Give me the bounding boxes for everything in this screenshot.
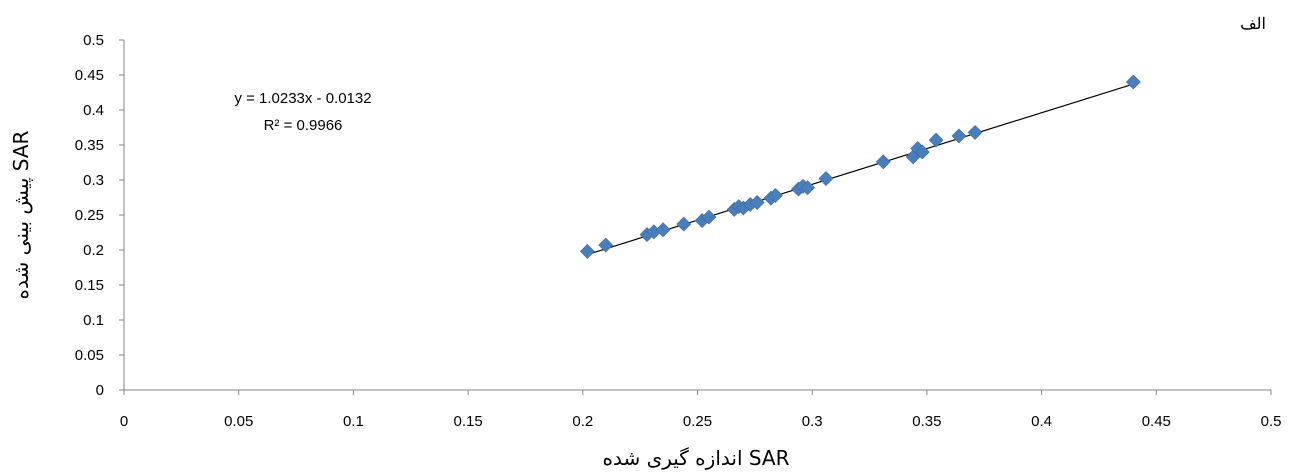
data-points bbox=[579, 74, 1141, 259]
x-tick-label: 0.4 bbox=[1031, 413, 1052, 430]
data-point bbox=[875, 154, 891, 170]
y-tick-label: 0 bbox=[96, 382, 104, 399]
data-point bbox=[655, 222, 671, 238]
data-point bbox=[1125, 74, 1141, 90]
data-point bbox=[749, 194, 765, 210]
y-tick-label: 0.15 bbox=[75, 277, 104, 294]
x-axis-title: اندازه گیری شده SAR bbox=[602, 446, 789, 470]
data-point bbox=[818, 171, 834, 187]
data-point bbox=[598, 237, 614, 253]
y-tick-label: 0.4 bbox=[83, 102, 104, 119]
data-point bbox=[701, 209, 717, 225]
y-tick-label: 0.5 bbox=[83, 32, 104, 49]
x-tick-label: 0.05 bbox=[224, 413, 253, 430]
y-tick-labels: 0 0.05 0.1 0.15 0.2 0.25 0.3 0.35 0.4 0.45 0.5 bbox=[75, 32, 104, 399]
data-point bbox=[800, 180, 816, 196]
y-tick-label: 0.2 bbox=[83, 242, 104, 259]
y-tick-label: 0.25 bbox=[75, 207, 104, 224]
y-tick-label: 0.45 bbox=[75, 67, 104, 84]
y-tick-label: 0.35 bbox=[75, 137, 104, 154]
x-tick-label: 0.5 bbox=[1261, 413, 1282, 430]
data-point bbox=[951, 128, 967, 144]
y-tick-label: 0.1 bbox=[83, 312, 104, 329]
data-point bbox=[768, 187, 783, 203]
data-point bbox=[928, 132, 944, 148]
x-tick-label: 0.3 bbox=[802, 413, 823, 430]
trendline-r-squared: R² = 0.9966 bbox=[264, 117, 343, 134]
x-tick-label: 0 bbox=[120, 413, 128, 430]
data-point bbox=[967, 124, 983, 140]
axes bbox=[119, 39, 1272, 395]
x-tick-label: 0.1 bbox=[343, 413, 364, 430]
y-tick-label: 0.05 bbox=[75, 347, 104, 364]
x-tick-labels: 0 0.05 0.1 0.15 0.2 0.25 0.3 0.35 0.4 0.45 0.5 bbox=[120, 413, 1282, 430]
x-tick-label: 0.45 bbox=[1142, 413, 1171, 430]
data-point bbox=[914, 144, 930, 160]
x-tick-label: 0.25 bbox=[683, 413, 712, 430]
data-point bbox=[579, 243, 595, 259]
trendline-equation: y = 1.0233x - 0.0132 bbox=[234, 90, 371, 107]
y-tick-label: 0.3 bbox=[83, 172, 104, 189]
x-tick-label: 0.15 bbox=[453, 413, 482, 430]
x-tick-label: 0.2 bbox=[572, 413, 593, 430]
y-axis-title: پیش بینی شده SAR bbox=[9, 130, 34, 299]
data-point bbox=[676, 216, 692, 232]
x-tick-label: 0.35 bbox=[912, 413, 941, 430]
panel-label: الف bbox=[1240, 14, 1266, 33]
